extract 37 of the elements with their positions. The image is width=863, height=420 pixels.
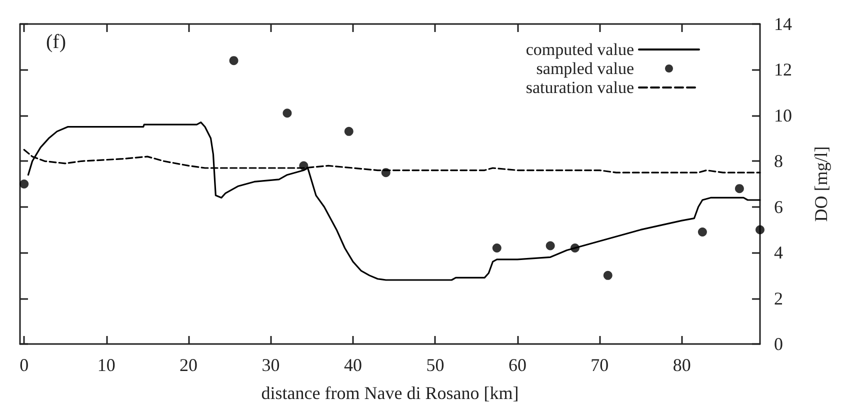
- point: [381, 168, 390, 178]
- legend-label: sampled value: [536, 59, 634, 78]
- y-tick-label: 12: [774, 60, 792, 80]
- y-tick-label: 2: [774, 288, 783, 308]
- point: [229, 56, 238, 66]
- x-tick-label: 70: [590, 355, 609, 375]
- point: [603, 270, 612, 280]
- x-tick-label: 20: [180, 355, 198, 375]
- y-tick-label: 0: [774, 334, 783, 354]
- x-tick-label: 40: [344, 355, 362, 375]
- point: [299, 161, 308, 170]
- point: [492, 244, 502, 252]
- x-tick-label: 50: [426, 355, 444, 375]
- point: [546, 241, 555, 250]
- point: [698, 228, 707, 236]
- legend-label: saturation value: [526, 78, 634, 97]
- x-tick-label: 60: [508, 355, 526, 375]
- y-tick-label: 4: [774, 242, 783, 263]
- point: [734, 184, 744, 194]
- y-tick-label: 10: [774, 105, 792, 126]
- point: [20, 180, 29, 188]
- point: [344, 126, 354, 136]
- x-tick-label: 10: [97, 355, 116, 375]
- line-series: [27, 121, 761, 281]
- point: [282, 108, 292, 118]
- point: [756, 225, 764, 234]
- y-tick-label: 8: [774, 151, 783, 172]
- y-tick-label: 14: [774, 14, 792, 34]
- x-tick-label: 0: [20, 355, 29, 375]
- annotation: (f): [46, 31, 66, 53]
- x-tick-label: 30: [262, 355, 280, 375]
- y-axis-title: DO [mg/l]: [811, 146, 831, 222]
- x-axis-title: distance from Nave di Rosano [km]: [261, 383, 519, 403]
- point: [570, 244, 580, 252]
- legend-label: computed value: [526, 40, 634, 59]
- x-tick-label: 80: [672, 355, 691, 375]
- y-tick-label: 6: [774, 196, 783, 217]
